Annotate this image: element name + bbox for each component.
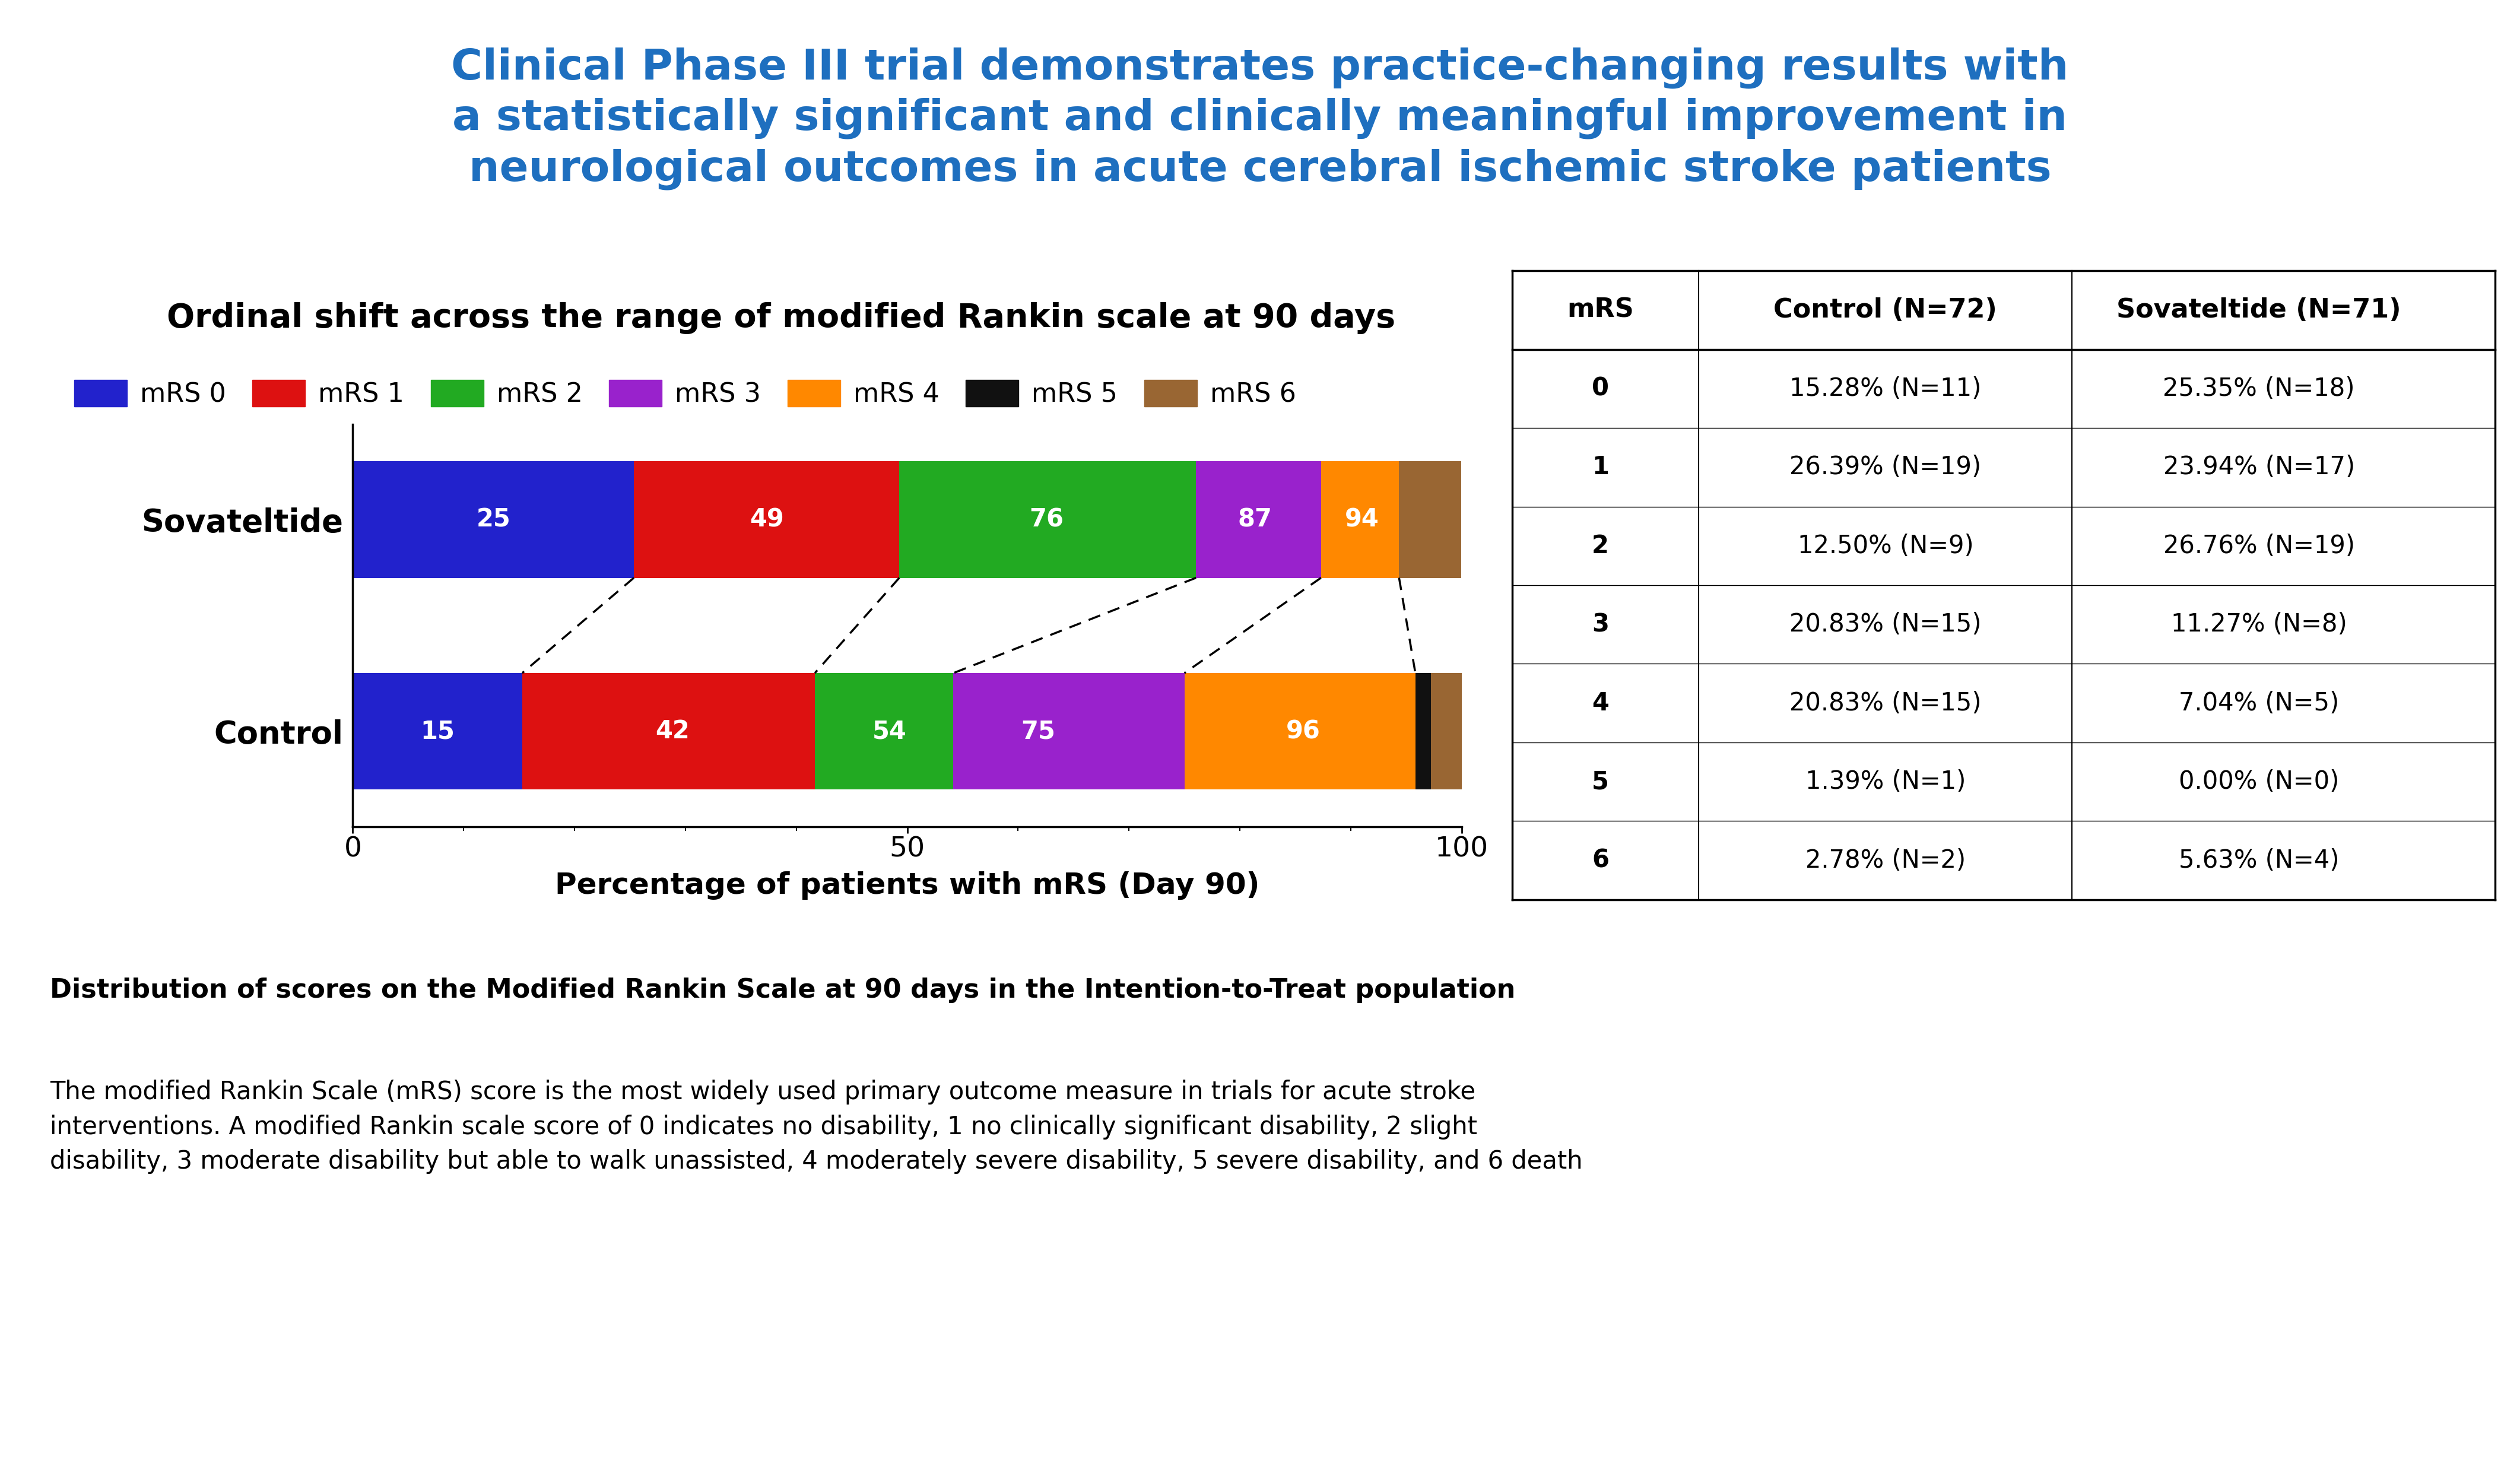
Text: 6: 6 [1593,849,1610,873]
Text: 5.63% (N=4): 5.63% (N=4) [2180,849,2339,873]
Bar [814,673,953,790]
Text: 0.00% (N=0): 0.00% (N=0) [2180,770,2339,794]
Bar [635,461,900,578]
Text: 15.28% (N=11): 15.28% (N=11) [1789,376,1981,401]
Text: 76: 76 [1031,508,1063,533]
Text: 25.35% (N=18): 25.35% (N=18) [2162,376,2354,401]
Text: 1: 1 [1593,455,1610,480]
Text: 25: 25 [476,508,512,533]
Text: 87: 87 [1237,508,1273,533]
Text: 5: 5 [1593,770,1610,794]
Bar [900,461,1197,578]
Bar [1320,461,1399,578]
Text: 23.94% (N=17): 23.94% (N=17) [2162,455,2354,480]
Text: Ordinal shift across the range of modified Rankin scale at 90 days: Ordinal shift across the range of modifi… [166,303,1396,334]
Text: 20.83% (N=15): 20.83% (N=15) [1789,691,1981,715]
Text: 11.27% (N=8): 11.27% (N=8) [2170,612,2346,636]
Text: 49: 49 [748,508,784,533]
Bar [1399,461,1462,578]
Bar [953,673,1184,790]
Text: 75: 75 [1021,718,1056,743]
Text: 54: 54 [872,718,907,743]
Legend: mRS 0, mRS 1, mRS 2, mRS 3, mRS 4, mRS 5, mRS 6: mRS 0, mRS 1, mRS 2, mRS 3, mRS 4, mRS 5… [63,369,1305,418]
Text: 2: 2 [1593,534,1610,559]
Text: 2.78% (N=2): 2.78% (N=2) [1804,849,1966,873]
Text: 20.83% (N=15): 20.83% (N=15) [1789,612,1981,636]
Bar [522,673,814,790]
Text: 12.50% (N=9): 12.50% (N=9) [1797,534,1973,559]
Text: 26.39% (N=19): 26.39% (N=19) [1789,455,1981,480]
Bar [1416,673,1431,790]
Text: 4: 4 [1593,691,1610,715]
Text: The modified Rankin Scale (mRS) score is the most widely used primary outcome me: The modified Rankin Scale (mRS) score is… [50,1080,1583,1175]
Bar [1184,673,1416,790]
Bar [353,461,635,578]
Text: 42: 42 [655,718,690,743]
Text: 3: 3 [1593,612,1610,636]
Text: Clinical Phase III trial demonstrates practice-changing results with
a statistic: Clinical Phase III trial demonstrates pr… [451,47,2069,190]
Text: 96: 96 [1285,718,1320,743]
Text: Distribution of scores on the Modified Rankin Scale at 90 days in the Intention-: Distribution of scores on the Modified R… [50,977,1515,1002]
Text: 26.76% (N=19): 26.76% (N=19) [2162,534,2354,559]
Bar [1431,673,1462,790]
Text: 1.39% (N=1): 1.39% (N=1) [1804,770,1966,794]
Text: 94: 94 [1346,508,1378,533]
Text: 7.04% (N=5): 7.04% (N=5) [2180,691,2339,715]
Bar [1197,461,1320,578]
Text: 0: 0 [1593,376,1610,401]
Text: Sovateltide (N=71): Sovateltide (N=71) [2117,297,2402,323]
Text: mRS: mRS [1567,297,1633,323]
Text: 15: 15 [421,718,454,743]
X-axis label: Percentage of patients with mRS (Day 90): Percentage of patients with mRS (Day 90) [554,870,1260,900]
Bar [353,673,522,790]
Text: Control (N=72): Control (N=72) [1774,297,1998,323]
